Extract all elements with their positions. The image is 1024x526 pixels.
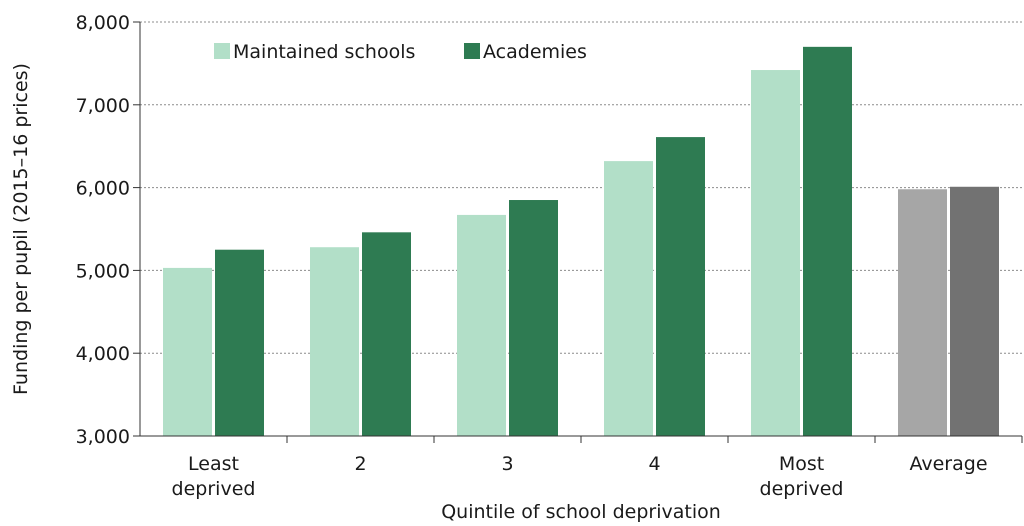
legend-swatch-academies — [464, 43, 480, 59]
bar-academies — [215, 249, 264, 436]
y-tick-label: 5,000 — [76, 260, 130, 282]
y-tick-label: 8,000 — [76, 12, 130, 34]
legend-swatch-maintained-schools — [214, 43, 230, 59]
bar-academies — [362, 232, 411, 436]
x-category-label: deprived — [760, 478, 844, 500]
y-tick-labels: 3,000 4,000 5,000 6,000 7,000 8,000 — [76, 12, 130, 448]
y-tick-label: 4,000 — [76, 343, 130, 365]
bar-maintained-schools — [751, 70, 800, 437]
x-category-label: Most — [779, 453, 824, 475]
y-axis-title: Funding per pupil (2015–16 prices) — [10, 63, 32, 395]
bar-academies — [950, 186, 999, 436]
bar-maintained-schools — [604, 161, 653, 436]
y-tick-label: 7,000 — [76, 95, 130, 117]
x-category-label: 4 — [648, 453, 660, 475]
bars — [163, 46, 999, 437]
bar-maintained-schools — [457, 214, 506, 436]
x-category-labels: Least deprived 2 3 4 Most deprived Average — [172, 453, 988, 500]
legend: Maintained schools Academies — [214, 41, 587, 63]
legend-label-academies: Academies — [483, 41, 587, 63]
bar-academies — [803, 46, 852, 437]
bar-academies — [509, 200, 558, 436]
legend-label-maintained-schools: Maintained schools — [233, 41, 415, 63]
x-category-label: 3 — [501, 453, 513, 475]
y-tick-label: 3,000 — [76, 426, 130, 448]
bar-maintained-schools — [163, 267, 212, 436]
x-axis-title: Quintile of school deprivation — [441, 501, 721, 523]
bar-maintained-schools — [310, 247, 359, 436]
axes — [133, 21, 1023, 443]
bar-academies — [656, 137, 705, 437]
x-category-label: 2 — [354, 453, 366, 475]
x-category-label: Average — [909, 453, 987, 475]
y-tick-label: 6,000 — [76, 178, 130, 200]
bar-maintained-schools — [898, 189, 947, 436]
x-category-label: deprived — [172, 478, 256, 500]
grid-lines — [140, 21, 1022, 354]
x-category-label: Least — [188, 453, 239, 475]
